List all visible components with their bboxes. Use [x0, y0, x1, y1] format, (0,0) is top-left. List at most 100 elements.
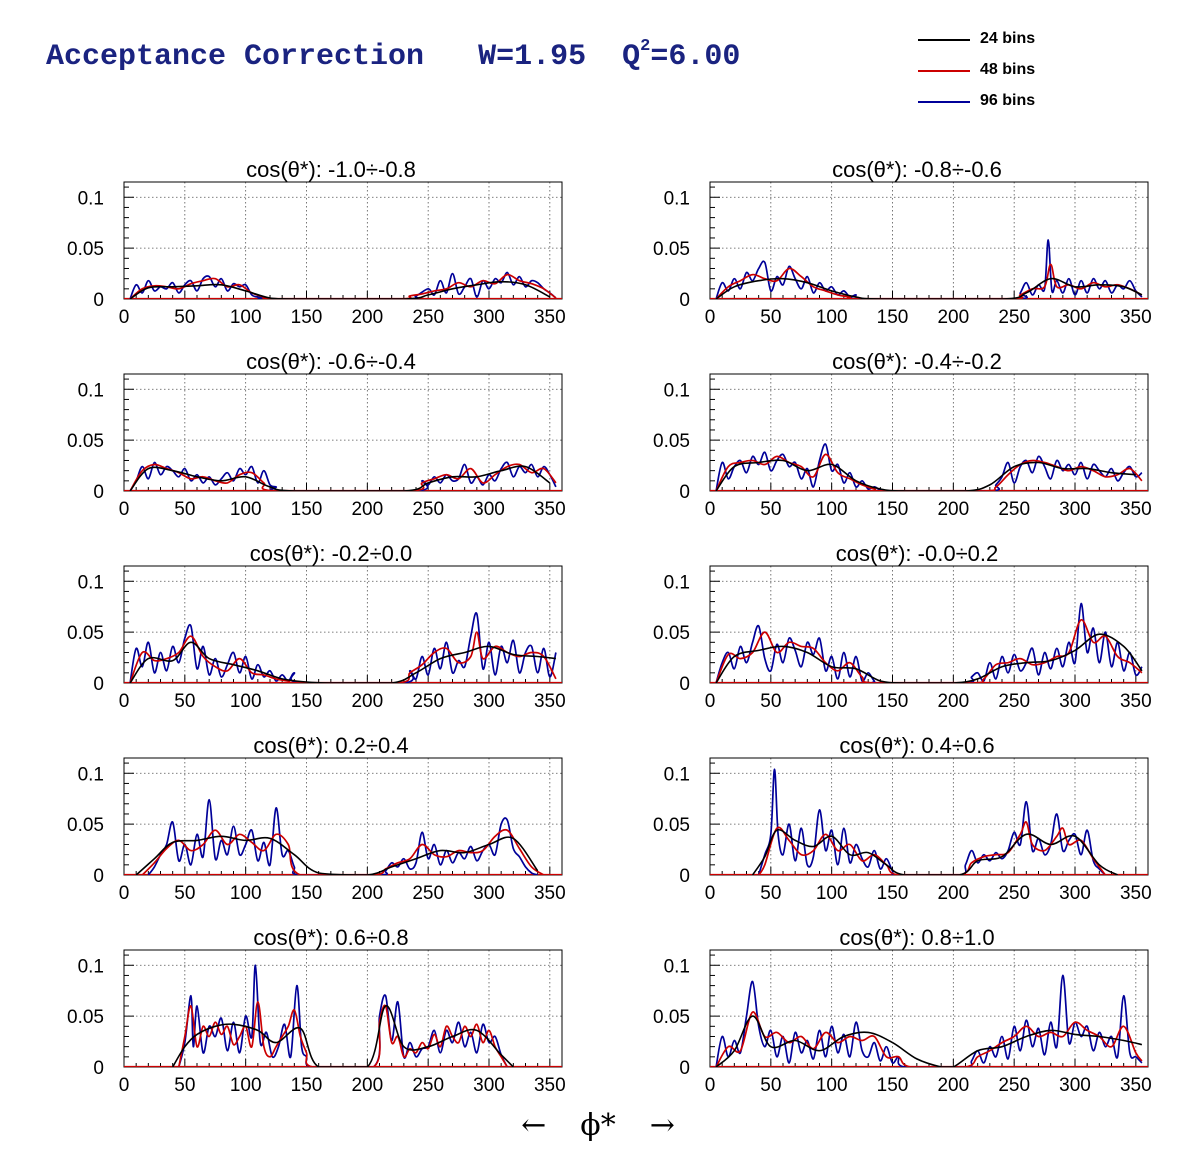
x-tick-label: 300: [473, 499, 505, 520]
x-tick-label: 200: [351, 1075, 383, 1096]
x-tick-label: 50: [174, 307, 195, 328]
x-tick-label: 250: [412, 499, 444, 520]
x-tick-label: 200: [937, 691, 969, 712]
panel-title: cos(θ*): -1.0÷-0.8: [246, 157, 416, 182]
plot-frame: [709, 949, 1149, 1068]
x-tick-label: 350: [534, 307, 566, 328]
series-line-96-bins: [715, 239, 1143, 299]
panel-3: 0 50 100 150 200 250 300 350 0 0.05 0.1 cos(θ*): -0…: [67, 349, 566, 520]
x-tick-label: 200: [937, 883, 969, 904]
panel-2: 0 50 100 150 200 250 300 350 0 0.05 0.1 cos(θ*): -0…: [653, 157, 1152, 328]
x-tick-label: 150: [291, 883, 323, 904]
x-tick-label: 250: [412, 883, 444, 904]
x-tick-label: 250: [412, 691, 444, 712]
y-tick-label: 0: [679, 866, 690, 887]
plot-frame: [709, 565, 1149, 684]
x-tick-label: 100: [230, 307, 262, 328]
x-tick-label: 100: [230, 1075, 262, 1096]
x-tick-label: 350: [534, 499, 566, 520]
x-tick-label: 300: [1059, 883, 1091, 904]
series-line-24-bins: [129, 465, 551, 491]
y-tick-label: 0.05: [67, 623, 104, 644]
y-tick-label: 0.1: [664, 188, 690, 209]
x-tick-label: 150: [877, 499, 909, 520]
x-tick-label: 200: [351, 883, 383, 904]
y-tick-label: 0.1: [664, 572, 690, 593]
x-tick-label: 100: [230, 883, 262, 904]
x-tick-label: 150: [877, 691, 909, 712]
series-line-24-bins: [715, 459, 1136, 491]
legend: 24 bins 48 bins 96 bins: [918, 28, 1068, 121]
series-line-24-bins: [135, 835, 539, 875]
y-tick-label: 0.05: [67, 431, 104, 452]
x-tick-label: 150: [877, 1075, 909, 1096]
title-main: Acceptance Correction: [46, 40, 425, 74]
y-tick-label: 0.1: [78, 956, 104, 977]
series-line-24-bins: [715, 277, 1143, 299]
x-tick-label: 50: [174, 1075, 195, 1096]
x-tick-label: 350: [1120, 691, 1152, 712]
x-tick-label: 350: [534, 1075, 566, 1096]
y-tick-label: 0: [679, 674, 690, 695]
y-tick-label: 0.1: [664, 764, 690, 785]
series-line-48-bins: [141, 828, 545, 875]
x-tick-label: 150: [291, 691, 323, 712]
x-tick-label: 300: [1059, 691, 1091, 712]
panel-title: cos(θ*): -0.0÷0.2: [836, 541, 998, 566]
x-tick-label: 150: [877, 307, 909, 328]
x-tick-label: 250: [998, 307, 1030, 328]
y-tick-label: 0.1: [78, 572, 104, 593]
panel-7: 0 50 100 150 200 250 300 350 0 0.05 0.1 cos(θ*): 0.…: [67, 733, 566, 904]
panel-5: 0 50 100 150 200 250 300 350 0 0.05 0.1 cos(θ*): -0…: [67, 541, 566, 712]
plot-grid: 0 50 100 150 200 250 300 350 0 0.05 0.1 cos(θ*): -1…: [67, 157, 1152, 1096]
panel-title: cos(θ*): -0.8÷-0.6: [832, 157, 1002, 182]
panel-9: 0 50 100 150 200 250 300 350 0 0.05 0.1 cos(θ*): 0.…: [67, 925, 566, 1096]
title-q-prefix: Q: [622, 40, 641, 74]
legend-label-48: 48 bins: [980, 61, 1036, 78]
y-tick-label: 0.05: [67, 239, 104, 260]
x-tick-label: 50: [174, 883, 195, 904]
x-tick-label: 300: [1059, 499, 1091, 520]
x-tick-label: 350: [1120, 307, 1152, 328]
legend-entry-96: 96 bins: [918, 90, 1068, 121]
x-tick-label: 150: [877, 883, 909, 904]
x-tick-label: 0: [119, 883, 130, 904]
title-q-value: =6.00: [650, 40, 741, 74]
x-tick-label: 0: [119, 307, 130, 328]
series-line-96-bins: [715, 974, 1143, 1067]
legend-line-24: [918, 39, 970, 41]
series-line-48-bins: [129, 273, 557, 299]
chart-title: Acceptance Correction W=1.95 Q2=6.00: [46, 38, 740, 72]
y-tick-label: 0.05: [653, 1007, 690, 1028]
x-tick-label: 0: [705, 499, 716, 520]
x-tick-label: 300: [473, 691, 505, 712]
y-tick-label: 0: [93, 290, 104, 311]
panel-title: cos(θ*): -0.6÷-0.4: [246, 349, 416, 374]
y-tick-label: 0.05: [653, 623, 690, 644]
x-tick-label: 100: [230, 691, 262, 712]
series-line-96-bins: [715, 602, 1143, 683]
title-w: W=1.95: [478, 40, 587, 74]
x-tick-label: 250: [412, 1075, 444, 1096]
y-tick-label: 0: [93, 482, 104, 503]
x-tick-label: 200: [937, 307, 969, 328]
series-line-24-bins: [715, 633, 1143, 683]
x-tick-label: 100: [816, 499, 848, 520]
y-tick-label: 0.05: [653, 815, 690, 836]
x-tick-label: 0: [705, 883, 716, 904]
panel-6: 0 50 100 150 200 250 300 350 0 0.05 0.1 cos(θ*): -0…: [653, 541, 1152, 712]
y-tick-label: 0: [93, 1058, 104, 1079]
series-line-24-bins: [715, 1015, 1143, 1067]
y-tick-label: 0: [679, 482, 690, 503]
x-axis-label: ← ϕ* →: [0, 1108, 1196, 1143]
y-tick-label: 0: [679, 1058, 690, 1079]
x-tick-label: 300: [1059, 1075, 1091, 1096]
x-tick-label: 350: [534, 883, 566, 904]
legend-line-48: [918, 70, 970, 72]
phi-star-label: ϕ*: [580, 1108, 616, 1143]
x-tick-label: 0: [705, 307, 716, 328]
x-tick-label: 350: [1120, 499, 1152, 520]
x-tick-label: 50: [760, 1075, 781, 1096]
right-arrow-icon: →: [649, 1108, 675, 1143]
x-tick-label: 150: [291, 499, 323, 520]
